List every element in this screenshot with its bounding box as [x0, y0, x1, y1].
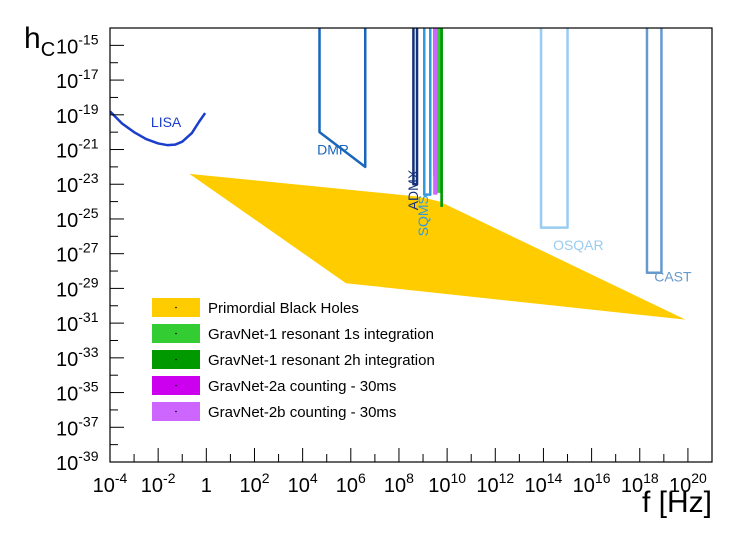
y-tick-label: 10-23: [56, 170, 99, 197]
series-label-lisa: LISA: [151, 114, 182, 130]
x-tick-label: 106: [336, 470, 366, 497]
series-dmr-curve: [318, 28, 367, 169]
series-admx-curve: [412, 28, 419, 186]
series-label-sqms: SQMS: [415, 195, 431, 236]
y-tick-label: 10-21: [56, 136, 99, 163]
series-label-osqar: OSQAR: [553, 237, 604, 253]
series-label-admx: ADMX: [405, 169, 421, 210]
x-tick-label: 1020: [669, 470, 707, 497]
y-tick-label: 10-27: [56, 240, 99, 267]
y-tick-label: 10-33: [56, 344, 99, 371]
x-tick-label: 1018: [621, 470, 659, 497]
legend-label: GravNet-2a counting - 30ms: [208, 378, 396, 395]
pbh-region: [189, 173, 686, 320]
y-tick-label: 10-17: [56, 66, 99, 93]
x-tick-label: 10-4: [93, 470, 128, 497]
legend-marker: [175, 306, 177, 309]
series-label-dmr: DMR: [317, 142, 349, 158]
legend-label: GravNet-1 resonant 1s integration: [208, 326, 434, 343]
x-tick-label: 1014: [525, 470, 563, 497]
legend-marker: [175, 410, 177, 413]
y-tick-label: 10-39: [56, 448, 99, 475]
x-tick-label: 1012: [476, 470, 514, 497]
legend-marker: [175, 358, 177, 361]
y-tick-label: 10-29: [56, 274, 99, 301]
legend-marker: [175, 384, 177, 387]
x-tick-label: 1: [201, 475, 212, 497]
axis-ticks: [109, 27, 713, 463]
x-tick-label: 104: [288, 470, 318, 497]
series-osqar-curve: [539, 28, 569, 229]
y-tick-label: 10-37: [56, 413, 99, 440]
y-tick-label: 10-31: [56, 309, 99, 336]
y-tick-label: 10-15: [56, 31, 99, 58]
x-tick-label: 1010: [428, 470, 466, 497]
series-cast-curve: [645, 28, 663, 275]
x-tick-label: 1016: [573, 470, 611, 497]
x-tick-label: 102: [239, 470, 269, 497]
gravnet-band-1: [436, 28, 442, 193]
x-axis-title: f [Hz]: [642, 486, 712, 519]
series-sqms-curve: [422, 28, 432, 196]
plot-frame: [109, 27, 713, 463]
legend: Primordial Black Holes GravNet-1 resonant…: [152, 298, 435, 421]
y-axis-title-sub: C: [41, 39, 55, 61]
plot-area: [110, 28, 686, 320]
gravnet-band-4: [433, 28, 438, 195]
legend-label: GravNet-2b counting - 30ms: [208, 404, 396, 421]
x-tick-label: 10-2: [141, 470, 176, 497]
y-axis-title: hC: [24, 22, 55, 61]
series-lisa-curve: [110, 110, 207, 147]
y-tick-label: 10-25: [56, 205, 99, 232]
gravnet-2h-band: [440, 28, 443, 207]
y-axis-title-main: h: [24, 22, 41, 55]
legend-marker: [175, 332, 177, 335]
y-tick-label: 10-35: [56, 379, 99, 406]
x-tick-label: 108: [384, 470, 414, 497]
legend-label: GravNet-1 resonant 2h integration: [208, 352, 435, 369]
legend-label: Primordial Black Holes: [208, 300, 359, 317]
series-label-cast: CAST: [654, 268, 692, 284]
y-tick-label: 10-19: [56, 101, 99, 128]
tick-labels: 10-4 10-2 1 102 104 106 108 1010 1012 1014 1016 101…: [56, 31, 707, 497]
